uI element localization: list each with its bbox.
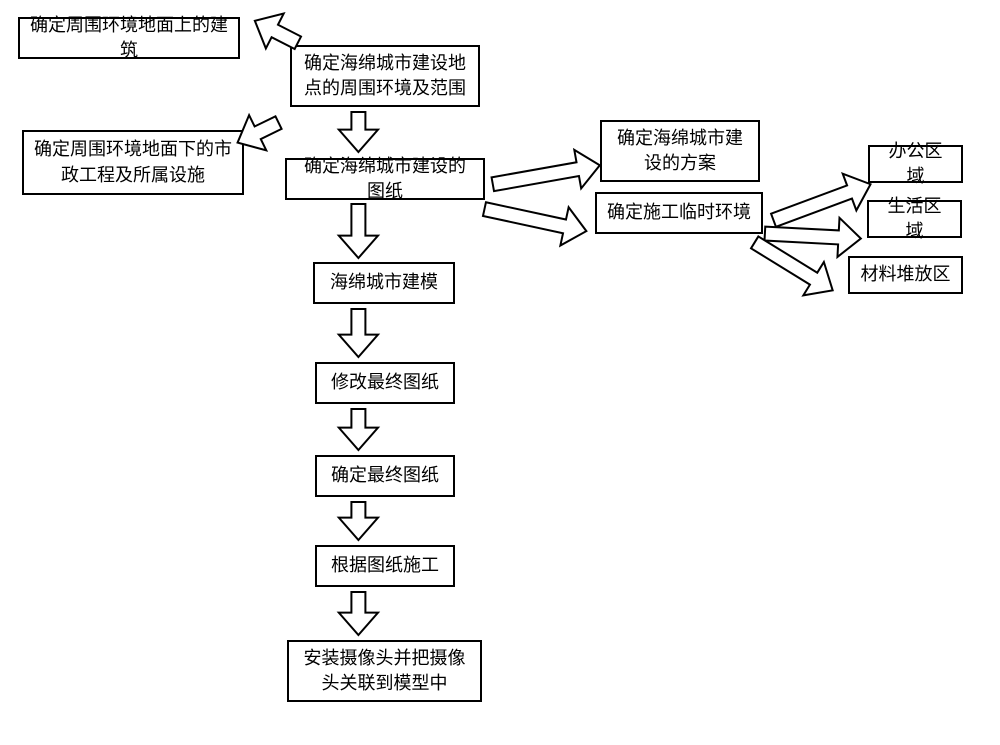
flowchart-arrow	[766, 224, 858, 267]
flowchart-arrow	[288, 142, 334, 185]
flowchart-node: 材料堆放区	[848, 256, 963, 294]
flowchart-arrow	[380, 309, 428, 352]
flowchart-node: 生活区域	[867, 200, 962, 238]
flowchart-arrow	[380, 204, 434, 247]
flowchart-arrow	[489, 188, 593, 231]
flowchart-node: 确定海绵城市建设的方案	[600, 120, 760, 182]
flowchart-node: 确定周围环境地面下的市政工程及所属设施	[22, 130, 244, 195]
flowchart-arrow	[380, 502, 418, 545]
flowchart-node: 修改最终图纸	[315, 362, 455, 404]
flowchart-node: 确定施工临时环境	[595, 192, 763, 234]
flowchart-node: 办公区域	[868, 145, 963, 183]
flowchart-arrow	[288, 62, 336, 105]
flowchart-node: 安装摄像头并把摄像头关联到模型中	[287, 640, 482, 702]
flowchart-node: 根据图纸施工	[315, 545, 455, 587]
flowchart-node: 海绵城市建模	[313, 262, 455, 304]
flowchart-node: 确定周围环境地面上的建筑	[18, 17, 240, 59]
flowchart-arrow	[380, 112, 420, 155]
flowchart-node: 确定最终图纸	[315, 455, 455, 497]
flowchart-arrow	[380, 592, 423, 635]
flowchart-arrow	[380, 409, 421, 452]
